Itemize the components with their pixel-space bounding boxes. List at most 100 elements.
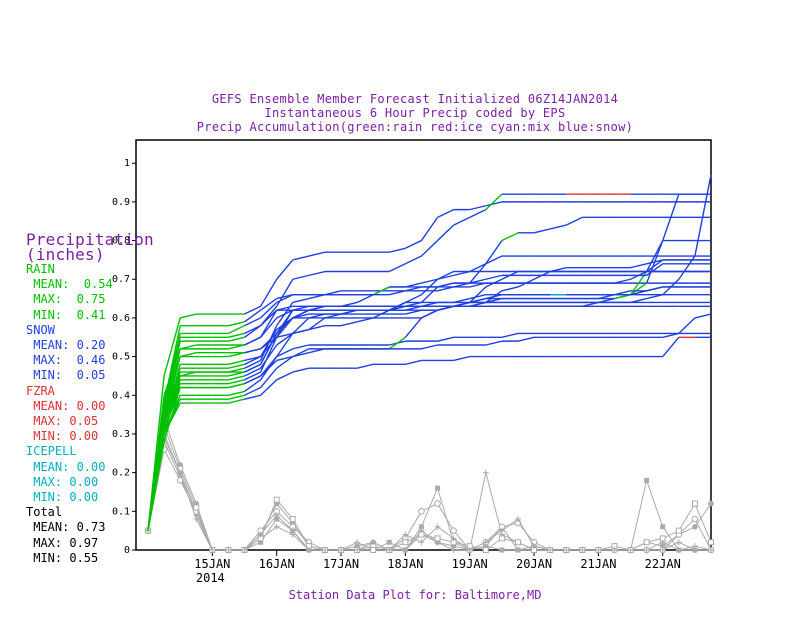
accum-member-segment	[276, 259, 294, 280]
instant-marker	[708, 500, 714, 507]
y-tick-label: 0.2	[112, 468, 130, 479]
x-tick-label: 20JAN	[516, 557, 552, 571]
accum-member-segment	[276, 355, 293, 362]
accum-member-segment	[260, 301, 278, 319]
accum-member-segment	[260, 379, 278, 396]
accum-member-segment	[662, 278, 680, 296]
accum-member-segment	[646, 259, 664, 273]
instant-marker	[515, 547, 521, 553]
stats-value: MAX: 0.00	[26, 474, 99, 489]
stats-panel: Precipitation (inches) RAIN MEAN: 0.54 M…	[26, 232, 154, 566]
accum-member-segment	[356, 363, 374, 369]
accum-member-segment	[694, 174, 712, 257]
accum-member-segment	[244, 359, 261, 369]
accum-member-segment	[388, 336, 406, 350]
accum-member-segment	[244, 336, 261, 346]
accum-member-segment	[163, 333, 181, 408]
stats-group-name: FZRA	[26, 383, 55, 398]
instant-marker	[386, 547, 393, 553]
accum-member-segment	[630, 297, 647, 304]
accum-member-segment	[308, 348, 326, 354]
accum-member-segment	[421, 278, 438, 284]
instant-marker	[209, 547, 216, 553]
stats-value: MEAN: 0.00	[26, 459, 106, 474]
accum-member-segment	[389, 305, 406, 311]
accum-member-segment	[340, 321, 358, 327]
accum-member-segment	[228, 398, 245, 404]
stats-title-1: Precipitation	[26, 230, 154, 249]
accum-member-segment	[437, 282, 454, 288]
accum-member-segment	[485, 201, 503, 207]
accum-member-segment	[163, 325, 181, 404]
instant-marker	[691, 515, 699, 523]
accum-member-segment	[308, 317, 326, 331]
accum-member-segment	[420, 240, 439, 257]
accum-member-segment	[292, 297, 310, 304]
instant-marker	[514, 516, 521, 523]
instant-marker	[418, 531, 425, 538]
instant-member-line	[147, 418, 712, 551]
accum-member-segment	[259, 329, 278, 357]
accum-member-segment	[244, 355, 261, 365]
instant-marker	[499, 547, 505, 553]
accum-member-segment	[260, 305, 278, 327]
stats-value: MEAN: 0.73	[26, 520, 106, 535]
accum-member-segment	[228, 363, 245, 369]
stats-value: MIN: 0.00	[26, 429, 99, 444]
chart-title-line-3: Precip Accumulation(green:rain red:ice c…	[196, 120, 634, 134]
accum-member-segment	[469, 205, 486, 211]
instant-marker	[273, 512, 280, 519]
accum-member-segment	[276, 278, 294, 307]
accum-member-segment	[276, 371, 294, 381]
stats-value: MAX: 0.97	[26, 535, 99, 550]
x-tick-label: 17JAN	[323, 557, 359, 571]
chart-title-line-1: GEFS Ensemble Member Forecast Initialize…	[211, 92, 619, 106]
instant-marker	[482, 469, 489, 476]
accum-member-segment	[260, 317, 278, 338]
accum-member-segment	[292, 274, 310, 280]
instant-member-line	[147, 440, 712, 551]
instant-marker	[402, 547, 409, 553]
accum-member-segment	[163, 398, 181, 435]
accum-member-segment	[228, 321, 245, 327]
accum-member-segment	[662, 193, 680, 241]
x-tick-label: 21JAN	[580, 557, 616, 571]
accum-member-segment	[244, 325, 261, 335]
accum-member-segment	[405, 294, 422, 304]
instant-marker	[675, 547, 682, 553]
accum-member-segment	[469, 263, 487, 284]
accum-member-segment	[276, 348, 294, 358]
stats-groups: RAIN MEAN: 0.54 MAX: 0.75 MIN: 0.41 SNOW …	[26, 262, 154, 566]
accum-member-segment	[678, 317, 696, 334]
instant-marker	[644, 477, 650, 483]
accum-member-segment	[420, 286, 439, 303]
instant-marker	[563, 547, 570, 553]
accum-member-segment	[485, 294, 503, 300]
x-tick-label: 22JAN	[645, 557, 681, 571]
accum-member-segment	[453, 270, 470, 277]
accum-member-segment	[244, 317, 261, 327]
instant-marker	[354, 547, 361, 553]
x-tick-label: 19JAN	[452, 557, 488, 571]
instant-marker	[241, 547, 248, 553]
instant-marker	[531, 543, 538, 550]
accum-member-segment	[228, 359, 245, 366]
accum-member-segment	[244, 379, 262, 392]
chart-title-line-2: Instantaneous 6 Hour Precip coded by EPS	[264, 106, 566, 120]
instant-member-line	[147, 436, 711, 551]
accum-member-segment	[244, 367, 261, 377]
instant-member-line	[147, 432, 711, 551]
instant-marker	[193, 504, 200, 511]
accum-member-segment	[388, 263, 406, 273]
instant-marker	[659, 547, 666, 553]
accum-member-segment	[259, 333, 278, 365]
accum-member-segment	[292, 305, 310, 311]
accum-member-segment	[292, 313, 310, 319]
accum-member-segment	[259, 278, 278, 307]
accum-member-segment	[646, 286, 663, 292]
accum-member-segment	[501, 332, 519, 338]
accum-member-segment	[163, 387, 181, 431]
instant-marker	[659, 535, 666, 542]
instant-marker	[386, 539, 392, 545]
instant-marker	[338, 547, 345, 553]
